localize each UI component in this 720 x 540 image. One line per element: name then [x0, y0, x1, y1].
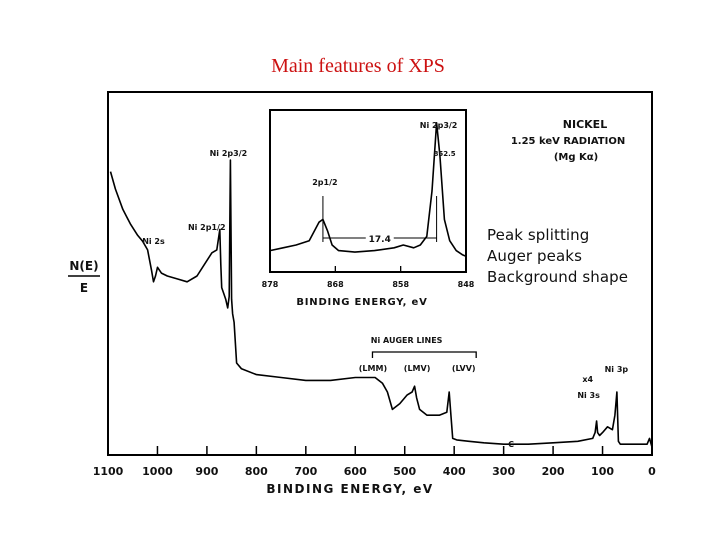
header-line: (Mg Kα) — [554, 152, 598, 163]
x-tick-label: 500 — [393, 465, 416, 478]
peak-annotation: Ni 2p3/2 — [210, 149, 248, 158]
peak-annotation: Ni AUGER LINES — [371, 336, 443, 345]
x-tick-label: 900 — [195, 465, 218, 478]
note-peak-splitting: Peak splitting — [487, 226, 590, 244]
note-auger-peaks: Auger peaks — [487, 247, 582, 265]
x-tick-label: 100 — [591, 465, 614, 478]
inset-frame — [269, 109, 467, 273]
x-tick-label: 1100 — [93, 465, 124, 478]
x-tick-label: 300 — [492, 465, 515, 478]
inset-x-tick-label: 848 — [458, 280, 475, 289]
peak-annotation: Ni 3p — [605, 365, 629, 374]
x-tick-label: 700 — [294, 465, 317, 478]
x-tick-label: 1000 — [142, 465, 173, 478]
auger-bracket — [371, 351, 477, 358]
y-axis-label-den: E — [80, 281, 88, 295]
peak-annotation: Ni 2p1/2 — [188, 223, 226, 232]
splitting-label: 17.4 — [369, 235, 391, 245]
peak-annotation: (LVV) — [452, 364, 476, 373]
inset-x-tick-label: 858 — [392, 280, 409, 289]
y-axis-label-num: N(E) — [69, 259, 98, 273]
spectrum-line — [109, 159, 653, 448]
note-background-shape: Background shape — [487, 268, 629, 286]
peak-annotation: Ni 2s — [142, 237, 165, 246]
inset-annotation: Ni 2p3/2 — [420, 121, 458, 130]
x-tick-label: 800 — [245, 465, 268, 478]
peak-annotation: Ni 3s — [577, 391, 600, 400]
x-axis-label: BINDING ENERGY, eV — [266, 482, 433, 496]
x-tick-label: 600 — [344, 465, 367, 478]
inset-annotation: 2p1/2 — [312, 178, 337, 187]
slide-title: Main features of XPS — [271, 55, 445, 77]
peak-annotation: x4 — [582, 375, 593, 384]
inset-x-tick-label: 878 — [262, 280, 279, 289]
header-line: 1.25 keV RADIATION — [511, 136, 625, 147]
peak-annotation: C — [508, 440, 514, 449]
peak-annotation: (LMV) — [404, 364, 431, 373]
inset-spectrum-line — [269, 122, 467, 258]
inset-x-axis-label: BINDING ENERGY, eV — [296, 297, 427, 308]
inset-peak-value: 852.5 — [434, 150, 456, 158]
plot-frame — [107, 91, 653, 456]
header-line: NICKEL — [563, 118, 607, 131]
x-tick-label: 400 — [443, 465, 466, 478]
inset-x-tick-label: 868 — [327, 280, 344, 289]
peak-annotation: (LMM) — [359, 364, 387, 373]
x-tick-label: 0 — [648, 465, 656, 478]
x-tick-label: 200 — [542, 465, 565, 478]
